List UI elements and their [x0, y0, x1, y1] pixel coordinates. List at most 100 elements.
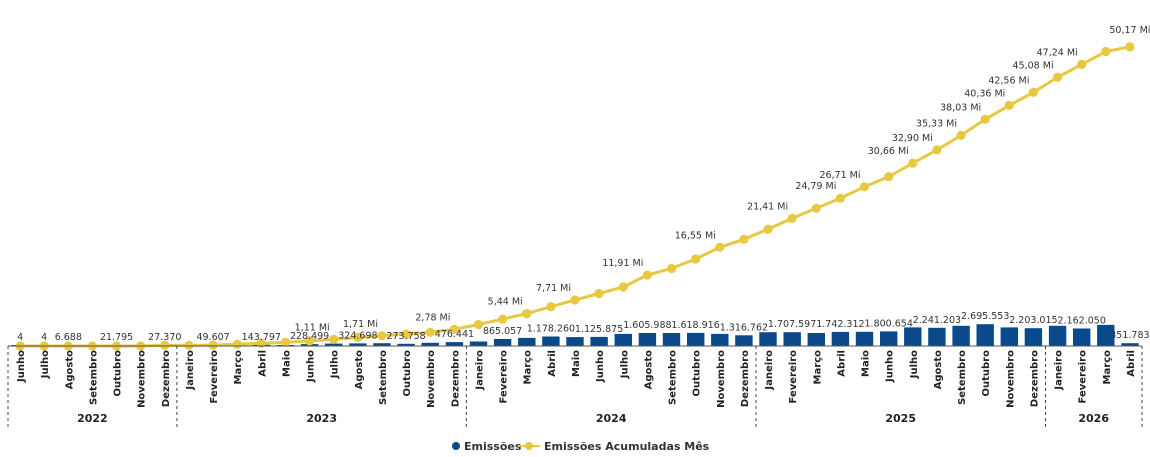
point-emissoes-acumuladas — [763, 224, 773, 234]
line-data-label: 1,71 Mi — [343, 319, 378, 330]
line-data-label: 2,78 Mi — [415, 312, 450, 323]
line-data-label: 40,36 Mi — [964, 88, 1005, 99]
bar-data-label: 2.695.553 — [961, 311, 1009, 322]
point-emissoes-acumuladas — [522, 309, 532, 319]
point-emissoes-acumuladas — [691, 254, 701, 264]
x-tick-label: Dezembro — [1029, 350, 1040, 407]
bar-data-label: 1.125.875 — [575, 324, 623, 335]
bar-emissoes — [638, 333, 657, 346]
bar-emissoes — [783, 332, 801, 346]
x-tick-label: Junho — [595, 350, 606, 383]
x-tick-label: Junho — [306, 350, 317, 383]
point-emissoes-acumuladas — [739, 234, 749, 244]
bar-data-label: 1.742.312 — [816, 319, 864, 330]
point-emissoes-acumuladas — [618, 282, 628, 292]
x-tick-label: Junho — [885, 350, 896, 383]
x-tick-label: Fevereiro — [788, 350, 799, 404]
point-emissoes-acumuladas — [956, 130, 966, 140]
point-emissoes-acumuladas — [498, 314, 508, 324]
bar-data-label: 1.605.988 — [623, 320, 671, 331]
bar-labels-layer: 4 4 6.688 21.795 27.370 49.607 143.797 228.499 3… — [17, 311, 1149, 343]
line-data-label: 11,91 Mi — [602, 258, 643, 269]
x-tick-label: Agosto — [643, 350, 654, 390]
bar-emissoes — [518, 337, 536, 346]
x-tick-label: Maio — [861, 350, 872, 377]
x-tick-label: Fevereiro — [499, 350, 510, 404]
legend: Emissões Emissões Acumuladas Mês — [452, 440, 710, 453]
line-data-label: 30,66 Mi — [868, 146, 909, 157]
line-data-label: 21,41 Mi — [747, 201, 788, 212]
x-tick-label: Janeiro — [764, 350, 775, 391]
bar-emissoes — [493, 339, 512, 346]
bar-emissoes — [662, 333, 681, 346]
x-tick-label: Abril — [257, 350, 268, 377]
bar-emissoes — [325, 343, 343, 346]
x-tick-label: Março — [1102, 350, 1113, 385]
x-tick-label: Abril — [1126, 350, 1137, 377]
x-tick-label: Janeiro — [475, 350, 486, 391]
point-emissoes-acumuladas — [980, 114, 990, 124]
x-tick-label: Janeiro — [185, 350, 196, 391]
bar-emissoes — [928, 327, 946, 346]
line-layer — [15, 42, 1135, 351]
line-labels-layer: 1,11 Mi 1,71 Mi 2,78 Mi 5,44 Mi 7,71 Mi 11,91… — [295, 25, 1150, 333]
bar-data-label: 143.797 — [242, 332, 281, 343]
bar-emissoes — [445, 342, 464, 346]
year-label: 2026 — [1078, 412, 1109, 425]
point-emissoes-acumuladas — [570, 295, 580, 305]
bar-emissoes — [590, 336, 608, 346]
bar-emissoes — [469, 341, 488, 346]
x-tick-label: Novembro — [1005, 350, 1016, 408]
point-emissoes-acumuladas — [715, 242, 725, 252]
point-emissoes-acumuladas — [546, 302, 556, 312]
point-emissoes-acumuladas — [1125, 42, 1135, 52]
x-tick-label: Julho — [909, 350, 920, 379]
line-data-label: 38,03 Mi — [940, 102, 981, 113]
bar-data-label: 4 — [17, 332, 23, 343]
x-tick-label: Outubro — [981, 350, 992, 397]
bar-data-label: 476.441 — [435, 329, 474, 340]
bar-emissoes — [687, 332, 705, 346]
bar-emissoes — [614, 333, 632, 347]
bar-emissoes — [1048, 325, 1067, 347]
bar-emissoes — [1024, 328, 1043, 346]
bar-emissoes — [397, 343, 415, 346]
point-emissoes-acumuladas — [666, 263, 677, 274]
point-emissoes-acumuladas — [305, 336, 315, 346]
line-data-label: 5,44 Mi — [488, 297, 523, 308]
x-tick-label: Março — [812, 350, 823, 385]
line-data-label: 24,79 Mi — [795, 181, 836, 192]
x-tick-label: Julho — [619, 350, 630, 379]
line-data-label: 50,17 Mi — [1109, 25, 1150, 36]
year-label: 2023 — [306, 412, 337, 425]
bar-emissoes — [542, 336, 560, 346]
bar-emissoes — [880, 331, 898, 346]
x-tick-label: Setembro — [378, 350, 389, 405]
bar-emissoes — [855, 331, 874, 346]
bar-emissoes — [349, 343, 367, 346]
legend-label-emissoes: Emissões — [464, 440, 522, 453]
bar-data-label: 351.783 — [1110, 330, 1149, 341]
point-emissoes-acumuladas — [377, 331, 387, 341]
year-label: 2022 — [77, 412, 108, 425]
point-emissoes-acumuladas — [811, 203, 821, 213]
x-tick-label: Agosto — [354, 350, 365, 390]
point-emissoes-acumuladas — [1101, 46, 1111, 57]
point-emissoes-acumuladas — [208, 340, 218, 350]
line-data-label: 45,08 Mi — [1013, 60, 1054, 71]
bar-data-label: 2.203.015 — [1009, 315, 1057, 326]
line-data-label: 1,11 Mi — [295, 322, 330, 333]
bar-data-label: 1.707.597 — [768, 319, 816, 330]
x-tick-label: Dezembro — [450, 350, 461, 407]
point-emissoes-acumuladas — [859, 182, 870, 192]
x-tick-label: Outubro — [402, 350, 413, 397]
bar-emissoes — [1000, 327, 1018, 346]
bar-data-label: 1.316.762 — [720, 322, 768, 333]
bar-emissoes — [735, 335, 753, 346]
x-tick-label: Setembro — [668, 350, 679, 405]
point-emissoes-acumuladas — [594, 288, 604, 299]
x-tick-label: Março — [523, 350, 534, 385]
bar-emissoes — [1073, 328, 1091, 346]
bar-emissoes — [566, 337, 584, 346]
